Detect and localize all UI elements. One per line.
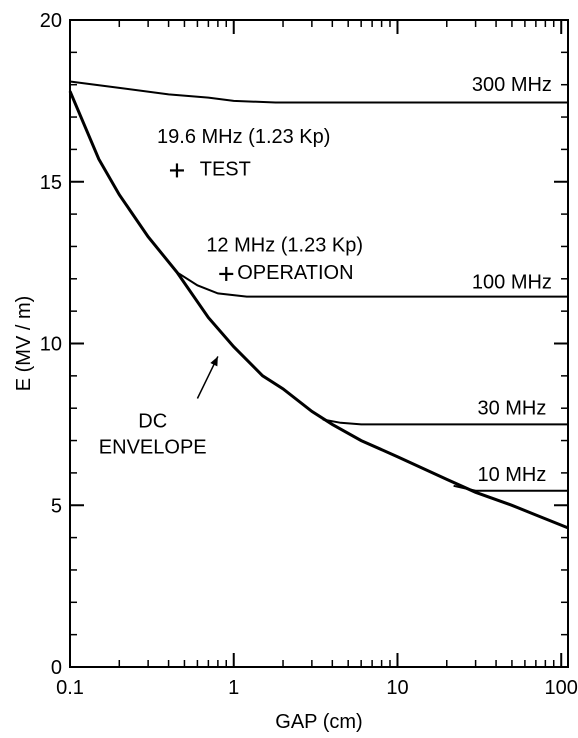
annotation-operation: OPERATION bbox=[237, 262, 353, 284]
series-10-mhz bbox=[453, 484, 568, 492]
annotation-19-6-mhz-1-23-kp: 19.6 MHz (1.23 Kp) bbox=[157, 126, 330, 148]
y-tick-label: 0 bbox=[51, 657, 62, 679]
annotation-envelope: ENVELOPE bbox=[99, 436, 207, 458]
y-tick-label: 10 bbox=[40, 334, 62, 356]
x-tick-label: 10 bbox=[386, 677, 408, 699]
series-dc-envelope bbox=[68, 90, 569, 530]
series-300-mhz bbox=[69, 80, 568, 104]
x-tick-label: 1 bbox=[228, 677, 239, 699]
y-tick-label: 20 bbox=[40, 10, 62, 32]
y-tick-label: 15 bbox=[40, 172, 62, 194]
plot-axes: 0 5 10 15 20 0.1 1 10 100 bbox=[40, 10, 578, 699]
plot-frame bbox=[69, 19, 569, 668]
annotation-layer: 300 MHz 19.6 MHz (1.23 Kp) TEST 12 MHz (1.2… bbox=[99, 74, 552, 486]
annotation-10-mhz: 10 MHz bbox=[477, 464, 546, 486]
x-tick-label: 0.1 bbox=[56, 677, 84, 699]
annotation-12-mhz-1-23-kp: 12 MHz (1.23 Kp) bbox=[206, 234, 363, 256]
annotation-30-mhz: 30 MHz bbox=[477, 398, 546, 420]
dc-envelope-arrowhead bbox=[210, 356, 218, 367]
series-30-mhz bbox=[322, 418, 568, 426]
y-tick-label: 5 bbox=[51, 495, 62, 517]
annotation-100-mhz: 100 MHz bbox=[472, 272, 552, 294]
annotation-test: TEST bbox=[200, 158, 251, 180]
x-tick-label: 100 bbox=[545, 677, 578, 699]
annotation-300-mhz: 300 MHz bbox=[472, 74, 552, 96]
y-axis-title: E (MV / m) bbox=[13, 296, 35, 392]
series-100-mhz bbox=[176, 271, 568, 298]
annotation-dc: DC bbox=[138, 411, 167, 433]
x-axis-title: GAP (cm) bbox=[275, 711, 362, 733]
series-layer bbox=[68, 80, 569, 530]
